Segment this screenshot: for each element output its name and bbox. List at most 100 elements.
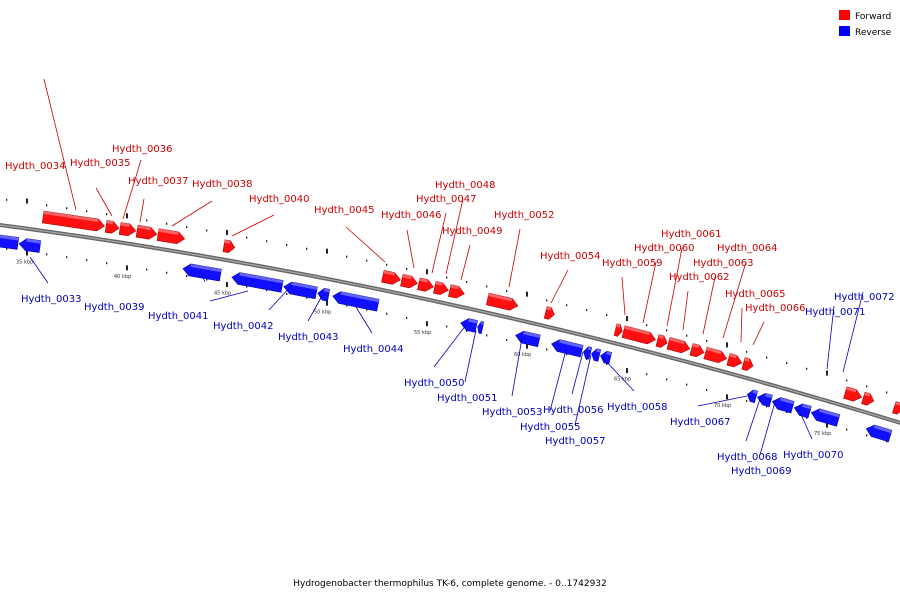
forward-gene-label[interactable]: Hydth_0038 [192,179,253,190]
forward-gene-label[interactable]: Hydth_0034 [5,161,66,172]
forward-gene-label[interactable]: Hydth_0065 [725,289,786,300]
forward-gene[interactable] [703,346,728,364]
forward-leader [621,276,626,316]
reverse-gene[interactable] [317,287,331,302]
reverse-gene[interactable] [332,290,380,312]
forward-gene[interactable] [400,273,419,289]
reverse-gene-label[interactable]: Hydth_0051 [437,393,498,404]
reverse-gene-label[interactable]: Hydth_0044 [343,344,404,355]
forward-gene-label[interactable]: Hydth_0040 [249,194,310,205]
forward-gene[interactable] [433,281,449,296]
forward-gene-label[interactable]: Hydth_0059 [602,258,663,269]
forward-gene[interactable] [118,222,137,237]
gene-arrow-shine [224,239,231,244]
forward-gene[interactable] [726,353,744,368]
reverse-gene[interactable] [771,396,795,414]
forward-gene-label[interactable]: Hydth_0064 [717,243,778,254]
scale-tick [46,204,48,207]
forward-gene-label[interactable]: Hydth_0048 [435,180,496,191]
reverse-gene[interactable] [182,263,222,282]
forward-gene-label[interactable]: Hydth_0036 [112,144,173,155]
scale-tick [826,370,828,376]
reverse-gene-label[interactable]: Hydth_0043 [278,332,339,343]
reverse-gene[interactable] [283,281,318,300]
reverse-gene-label[interactable]: Hydth_0069 [731,466,792,477]
reverse-gene-label[interactable]: Hydth_0041 [148,311,209,322]
forward-gene[interactable] [621,325,657,346]
forward-gene[interactable] [417,277,434,293]
forward-gene[interactable] [448,284,465,300]
reverse-gene-label[interactable]: Hydth_0050 [404,378,465,389]
genome-backbone [0,222,900,425]
forward-gene[interactable] [861,391,876,407]
forward-gene[interactable] [741,357,755,372]
forward-leader [43,78,77,211]
forward-gene-label[interactable]: Hydth_0063 [693,258,754,269]
reverse-gene-label[interactable]: Hydth_0071 [805,307,866,318]
forward-gene[interactable] [613,323,624,337]
reverse-gene[interactable] [756,391,773,408]
forward-gene[interactable] [104,220,120,234]
forward-gene-label[interactable]: Hydth_0045 [314,205,375,216]
reverse-gene-label[interactable]: Hydth_0058 [607,402,668,413]
reverse-gene-label[interactable]: Hydth_0055 [520,422,581,433]
reverse-gene-label[interactable]: Hydth_0039 [84,302,145,313]
forward-gene-label[interactable]: Hydth_0060 [634,243,695,254]
reverse-gene-label[interactable]: Hydth_0067 [670,417,731,428]
gene-arrow-body [283,281,318,300]
reverse-gene[interactable] [459,317,478,333]
forward-gene[interactable] [41,210,105,232]
forward-gene-label[interactable]: Hydth_0052 [494,210,555,221]
forward-gene[interactable] [892,401,900,416]
reverse-gene[interactable] [746,389,759,404]
scale-tick [206,278,208,281]
forward-gene[interactable] [655,334,669,349]
reverse-gene-label[interactable]: Hydth_0053 [482,407,543,418]
forward-gene-label[interactable]: Hydth_0066 [745,303,806,314]
forward-gene[interactable] [135,224,158,240]
forward-gene[interactable] [843,386,864,403]
reverse-gene-label[interactable]: Hydth_0033 [21,294,82,305]
reverse-gene[interactable] [810,407,841,427]
reverse-gene[interactable] [0,234,20,250]
forward-gene[interactable] [666,337,691,354]
reverse-gene[interactable] [582,346,593,360]
forward-gene-label[interactable]: Hydth_0061 [661,229,722,240]
forward-gene[interactable] [156,228,186,245]
forward-gene[interactable] [222,239,236,254]
reverse-gene[interactable] [599,350,613,365]
forward-gene-label[interactable]: Hydth_0035 [70,158,131,169]
forward-gene[interactable] [689,343,706,358]
forward-gene[interactable] [381,269,402,285]
reverse-gene-label[interactable]: Hydth_0072 [834,292,895,303]
gene-arrow-body [400,273,418,289]
forward-gene-label[interactable]: Hydth_0049 [442,226,503,237]
forward-leader [752,321,765,346]
reverse-gene[interactable] [231,271,284,293]
reverse-gene[interactable] [865,423,893,443]
gene-arrow-body [591,348,602,362]
gene-arrow-body [135,224,158,240]
forward-gene[interactable] [485,292,519,312]
reverse-gene[interactable] [18,238,42,253]
reverse-gene[interactable] [590,348,602,362]
reverse-gene[interactable] [514,330,541,348]
reverse-gene-label[interactable]: Hydth_0057 [545,436,606,447]
gene-arrow-body [118,222,137,237]
reverse-gene-label[interactable]: Hydth_0042 [213,321,274,332]
reverse-gene[interactable] [550,338,584,358]
reverse-gene[interactable] [793,402,812,419]
reverse-gene-label[interactable]: Hydth_0068 [717,452,778,463]
forward-gene-label[interactable]: Hydth_0046 [381,210,442,221]
reverse-leader [697,395,748,407]
forward-gene-label[interactable]: Hydth_0047 [416,194,477,205]
forward-gene-label[interactable]: Hydth_0037 [128,176,189,187]
forward-gene-label[interactable]: Hydth_0054 [540,251,601,262]
reverse-gene-label[interactable]: Hydth_0070 [783,450,844,461]
forward-gene[interactable] [543,306,556,321]
scale-tick [606,314,608,317]
reverse-gene-label[interactable]: Hydth_0056 [543,405,604,416]
scale-tick [806,367,808,370]
reverse-gene[interactable] [476,321,485,335]
forward-gene-label[interactable]: Hydth_0062 [669,272,730,283]
